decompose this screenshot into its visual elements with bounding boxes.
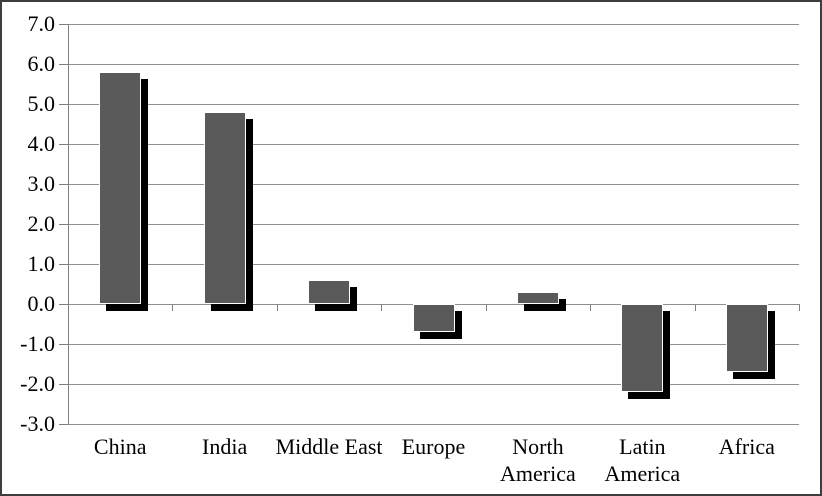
y-axis-tick: [59, 344, 68, 345]
y-tick-label: 1.0: [27, 251, 56, 276]
y-axis-tick: [59, 264, 68, 265]
bar: [412, 304, 455, 332]
y-axis-tick: [59, 384, 68, 385]
y-axis-tick: [59, 424, 68, 425]
x-category-label: Europe: [401, 434, 466, 459]
gridline: [68, 384, 799, 385]
y-tick-label: 7.0: [27, 11, 56, 36]
x-category-label: Middle East: [275, 434, 383, 459]
x-axis-tick: [381, 304, 383, 311]
x-category-label: North America: [500, 434, 576, 486]
y-axis-tick: [59, 64, 68, 65]
y-tick-label: -1.0: [20, 331, 55, 356]
x-category-label: India: [202, 434, 248, 459]
gridline: [68, 144, 799, 145]
y-axis-tick: [59, 224, 68, 225]
bar: [516, 292, 559, 304]
bar: [725, 304, 768, 372]
y-axis-tick: [59, 184, 68, 185]
y-axis-tick: [59, 24, 68, 25]
gridline: [68, 424, 799, 425]
gridline: [68, 344, 799, 345]
x-category-label: China: [93, 434, 147, 459]
y-tick-label: 0.0: [27, 291, 56, 316]
gridline: [68, 104, 799, 105]
bar: [621, 304, 664, 392]
y-tick-label: 6.0: [27, 51, 56, 76]
x-axis-tick: [68, 304, 69, 311]
x-axis-tick: [694, 304, 696, 311]
x-axis-tick: [590, 304, 592, 311]
gridline: [68, 184, 799, 185]
y-tick-label: 4.0: [27, 131, 56, 156]
y-tick-label: -2.0: [20, 371, 55, 396]
x-category-label: Latin America: [604, 434, 681, 486]
bar: [203, 112, 246, 304]
x-axis-tick: [276, 304, 278, 311]
gridline: [68, 224, 799, 225]
bar: [308, 280, 351, 304]
x-axis-tick: [799, 304, 800, 311]
y-axis-tick: [59, 304, 68, 305]
y-axis-tick: [59, 104, 68, 105]
x-axis-tick: [172, 304, 174, 311]
x-axis-tick: [485, 304, 487, 311]
y-tick-label: 2.0: [27, 211, 56, 236]
y-tick-label: 3.0: [27, 171, 56, 196]
y-tick-label: 5.0: [27, 91, 56, 116]
bar: [99, 72, 142, 304]
y-axis-tick: [59, 144, 68, 145]
gridline: [68, 24, 799, 25]
x-category-label: Africa: [718, 434, 775, 459]
gridline: [68, 64, 799, 65]
y-tick-label: -3.0: [20, 411, 55, 436]
y-axis-line: [68, 24, 69, 424]
gridline: [68, 264, 799, 265]
